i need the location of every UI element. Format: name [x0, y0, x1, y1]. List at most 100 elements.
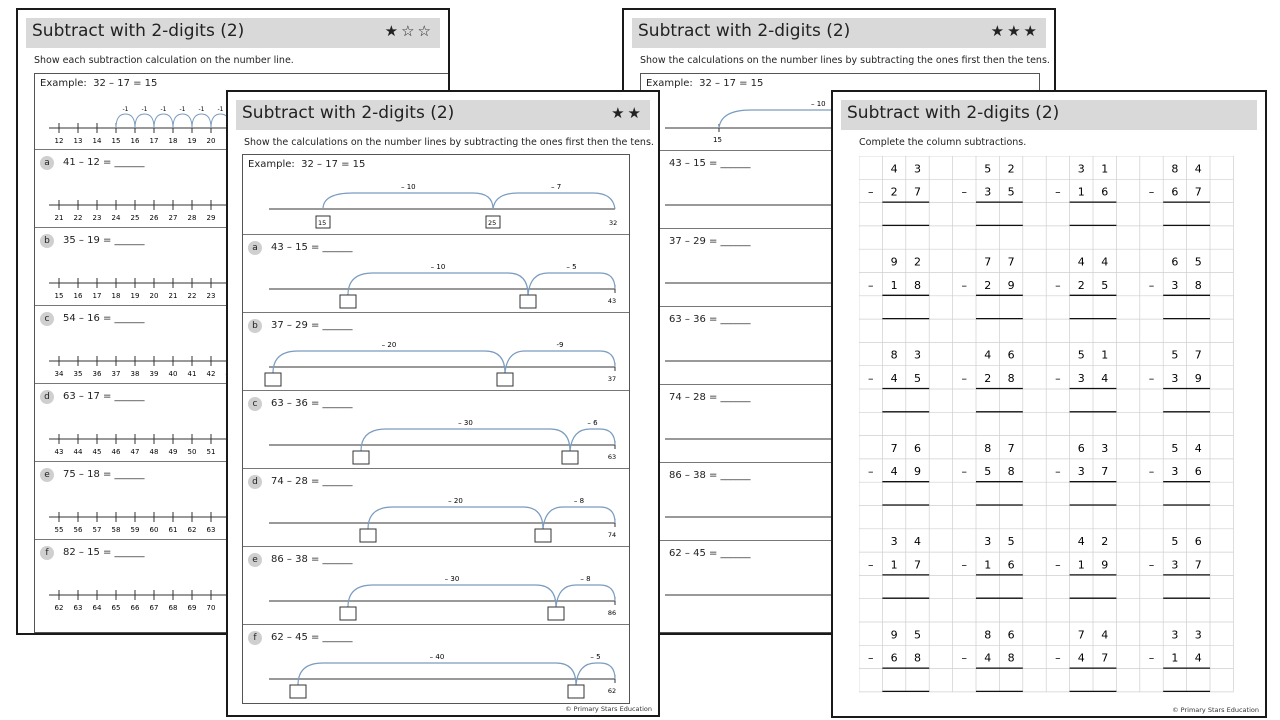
- tick-label: 66: [131, 604, 140, 612]
- tick-label: 60: [150, 526, 159, 534]
- minuend-ones: 5: [1008, 535, 1015, 548]
- question-equation: 37 – 29 = ______: [271, 320, 353, 331]
- minus-sign: –: [1055, 465, 1061, 478]
- subtrahend-tens: 3: [1078, 372, 1085, 385]
- tick-label: 21: [55, 214, 64, 222]
- subtrahend-tens: 3: [1171, 465, 1178, 478]
- tick-label: 15: [55, 292, 64, 300]
- tick-label: 14: [93, 137, 102, 145]
- answer-box[interactable]: [264, 372, 282, 387]
- column-subtraction-problem: 7 6 – 4 9: [868, 442, 930, 506]
- minus-sign: –: [1149, 186, 1155, 199]
- column-subtraction-problem: 3 4 – 1 7: [868, 535, 930, 599]
- tick-label: 18: [169, 137, 178, 145]
- answer-box[interactable]: [519, 294, 537, 309]
- answer-box[interactable]: [561, 450, 579, 465]
- ones-hop-arc: [527, 272, 616, 296]
- column-subtraction-problem: 5 4 – 3 6: [1149, 442, 1210, 506]
- answer-box[interactable]: [352, 450, 370, 465]
- subtrahend-tens: 1: [984, 558, 991, 571]
- minuend-tens: 5: [1171, 442, 1178, 455]
- column-subtraction-problem: 4 3 – 2 7: [868, 162, 930, 227]
- question-equation: 41 – 12 = ______: [63, 157, 145, 168]
- answer-box[interactable]: [547, 606, 565, 621]
- subtrahend-ones: 9: [914, 465, 921, 478]
- minuend-tens: 3: [891, 535, 898, 548]
- ones-hop-arc: [569, 428, 616, 452]
- column-subtraction-problem: 6 5 – 3 8: [1149, 255, 1210, 320]
- hop-arc: [134, 113, 155, 129]
- minuend-tens: 3: [1078, 162, 1085, 175]
- tick-label: 51: [207, 448, 216, 456]
- tick-label: 20: [150, 292, 159, 300]
- instruction: Show the calculations on the number line…: [244, 137, 654, 148]
- minuend-ones: 3: [1195, 628, 1202, 641]
- column-subtraction-problem: 9 5 – 6 8: [868, 628, 930, 693]
- question-equation: 54 – 16 = ______: [63, 313, 145, 324]
- subtrahend-ones: 8: [1008, 372, 1015, 385]
- answer-box[interactable]: [496, 372, 514, 387]
- minuend-tens: 8: [891, 349, 898, 362]
- ones-hop-label: – 8: [580, 575, 590, 583]
- subtrahend-ones: 6: [1195, 465, 1202, 478]
- tens-hop-arc: [360, 428, 571, 452]
- answer-box[interactable]: [339, 606, 357, 621]
- example-label: Example: 32 – 17 = 15: [248, 159, 366, 170]
- subtrahend-tens: 1: [1171, 652, 1178, 665]
- tick-label: 34: [55, 370, 64, 378]
- tick-label: 35: [74, 370, 83, 378]
- column-subtraction-problem: 6 3 – 3 7: [1055, 442, 1117, 506]
- question-row-e: e 86 – 38 = ______ – 30 – 8 86: [243, 546, 629, 625]
- minuend-ones: 6: [1008, 628, 1015, 641]
- answer-box[interactable]: [339, 294, 357, 309]
- minuend-tens: 4: [1078, 255, 1085, 268]
- column-subtraction-problem: 8 3 – 4 5: [868, 349, 930, 413]
- minuend-tens: 4: [891, 162, 898, 175]
- tick-label: 59: [131, 526, 140, 534]
- tick-label: 61: [169, 526, 178, 534]
- subtrahend-tens: 2: [1078, 279, 1085, 292]
- answer-box[interactable]: [289, 684, 307, 699]
- tick-label: 57: [93, 526, 102, 534]
- tick-label: 19: [188, 137, 197, 145]
- column-subtraction-problem: 5 7 – 3 9: [1149, 349, 1210, 413]
- ones-hop-label: – 5: [566, 263, 576, 271]
- minuend-tens: 3: [984, 535, 991, 548]
- column-subtraction-grid: 4 3– 2 75 2– 3 53 1– 1 68 4– 6 79 2– 1 87 7– 2 94 4– 2 56 5– 3 8…: [859, 156, 1234, 693]
- subtrahend-tens: 2: [984, 372, 991, 385]
- example-label: Example: 32 – 17 = 15: [40, 78, 158, 89]
- answer-box[interactable]: [359, 528, 377, 543]
- tick-label: 37: [112, 370, 121, 378]
- tick-label: 41: [188, 370, 197, 378]
- minuend-tens: 7: [984, 255, 991, 268]
- question-equation: 35 – 19 = ______: [63, 235, 145, 246]
- tick-label: 70: [207, 604, 216, 612]
- tick-label: 44: [74, 448, 83, 456]
- subtrahend-tens: 4: [1078, 652, 1085, 665]
- subtrahend-ones: 7: [914, 186, 921, 199]
- tick-label: 29: [207, 214, 216, 222]
- minus-sign: –: [1149, 465, 1155, 478]
- subtrahend-tens: 3: [1171, 558, 1178, 571]
- tick-label: 67: [150, 604, 159, 612]
- example-ones-label: – 7: [551, 183, 561, 191]
- question-letter: d: [248, 475, 262, 489]
- worksheet-title: Subtract with 2-digits (2): [32, 21, 245, 41]
- tick-label: 20: [207, 137, 216, 145]
- question-equation: 63 – 36 = ______: [669, 314, 751, 325]
- example-row: Example: 32 – 17 = 15 – 10 – 7 15 25 32: [243, 155, 629, 234]
- tick-label: 42: [207, 370, 216, 378]
- question-row-a: a 43 – 15 = ______ – 10 – 5 43: [243, 234, 629, 313]
- tens-hop-arc: [347, 584, 557, 608]
- minuend-tens: 6: [1171, 255, 1178, 268]
- answer-box[interactable]: [534, 528, 552, 543]
- minuend-ones: 7: [1008, 442, 1015, 455]
- minus-sign: –: [868, 279, 874, 292]
- hop-label: -1: [161, 106, 167, 113]
- end-label: 74: [608, 531, 616, 539]
- answer-box[interactable]: [567, 684, 585, 699]
- minuend-ones: 7: [1195, 349, 1202, 362]
- tick-label: 47: [131, 448, 140, 456]
- minuend-ones: 4: [1101, 255, 1108, 268]
- column-subtraction-problem: 7 7 – 2 9: [962, 255, 1023, 320]
